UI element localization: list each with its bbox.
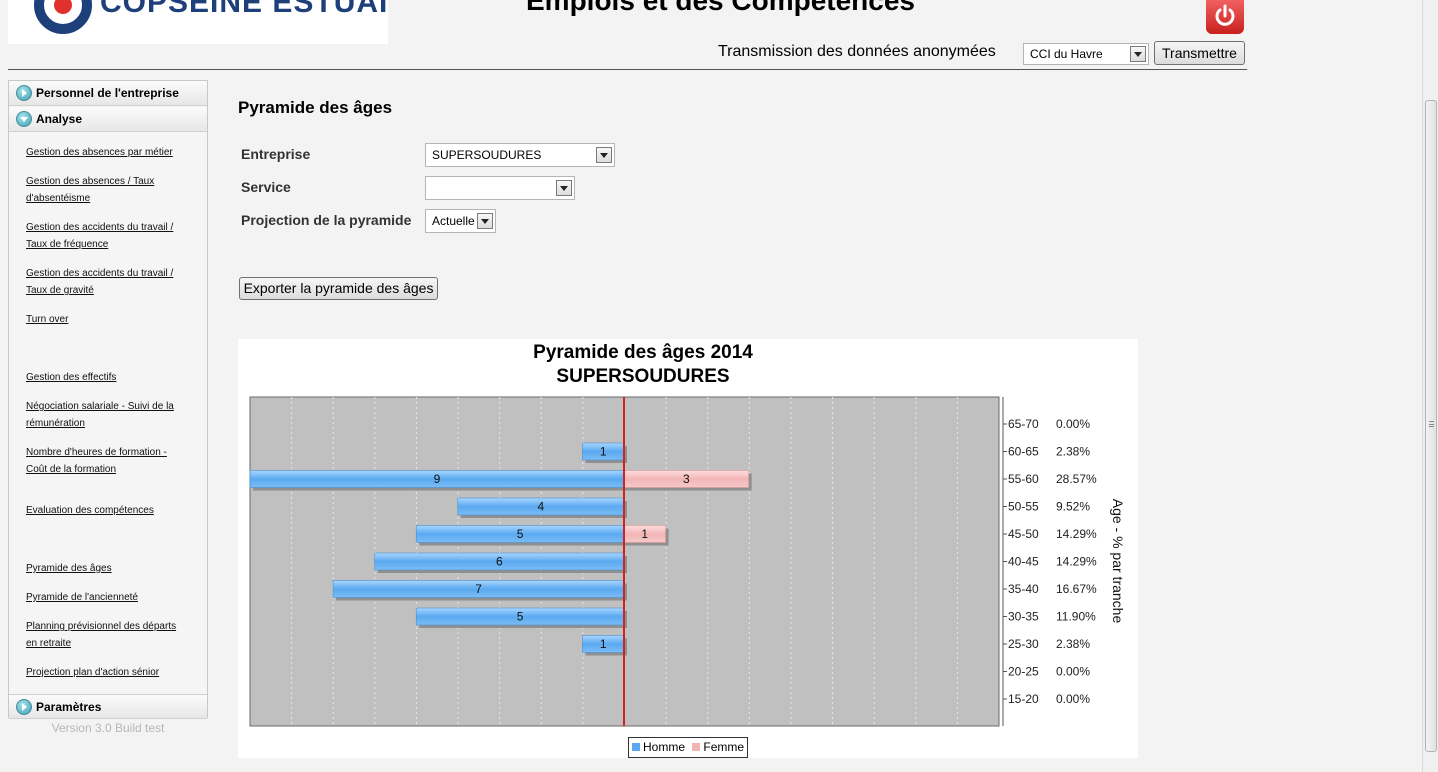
chevron-down-icon xyxy=(556,180,572,196)
sidebar-link-plan-senior[interactable]: Projection plan d'action sénior xyxy=(26,667,160,678)
transmit-label: Transmission des données anonymées xyxy=(718,43,996,60)
version-text: Version 3.0 Build test xyxy=(51,721,165,735)
legend-label-homme: Homme xyxy=(643,740,686,754)
sidebar-link-pyramide-anciennete[interactable]: Pyramide de l'ancienneté xyxy=(26,592,138,603)
cci-select-value: CCI du Havre xyxy=(1030,47,1103,61)
sidebar-link-absences-metier[interactable]: Gestion des absences par métier xyxy=(26,147,173,158)
service-label: Service xyxy=(241,179,291,195)
app-title: Emplois et des Compétences xyxy=(526,0,916,16)
sidebar-section-label: Personnel de l'entreprise xyxy=(36,86,179,100)
sidebar-link-evaluation[interactable]: Evaluation des compétences xyxy=(26,505,154,516)
sidebar-section-analyse[interactable]: Analyse xyxy=(9,107,207,132)
sidebar-section-label: Analyse xyxy=(36,112,83,126)
sidebar-link-pyramide-ages[interactable]: Pyramide des âges xyxy=(26,563,112,574)
sidebar-link-negociation[interactable]: Négociation salariale - Suivi de la rému… xyxy=(26,401,174,429)
chart-subtitle: SUPERSOUDURES xyxy=(556,366,730,387)
scrollbar-thumb[interactable] xyxy=(1425,100,1437,752)
chart-title: Pyramide des âges 2014 xyxy=(533,342,753,363)
logo: COPSEINE ESTUAIRE xyxy=(8,0,388,44)
chart-legend: Homme Femme xyxy=(628,737,749,758)
chevron-down-icon xyxy=(477,213,493,229)
sidebar-section-parametres[interactable]: Paramètres xyxy=(9,694,207,719)
export-pyramid-button[interactable]: Exporter la pyramide des âges xyxy=(239,277,438,300)
service-select[interactable] xyxy=(425,176,575,200)
sidebar-link-planning-retraite[interactable]: Planning prévisionnel des départs en ret… xyxy=(26,621,177,649)
page-title: Pyramide des âges xyxy=(238,98,393,117)
logout-button[interactable] xyxy=(1206,0,1244,34)
sidebar-section-label: Paramètres xyxy=(36,700,102,714)
sidebar-link-accidents-gravite[interactable]: Gestion des accidents du travail / Taux … xyxy=(26,268,174,296)
sidebar-link-turn-over[interactable]: Turn over xyxy=(26,314,69,325)
chart-panel xyxy=(238,339,1138,758)
logo-mark-icon xyxy=(34,0,92,34)
logo-text: COPSEINE ESTUAIRE xyxy=(100,0,388,19)
projection-select[interactable]: Actuelle xyxy=(425,209,496,233)
vertical-scrollbar[interactable] xyxy=(1422,0,1438,772)
power-icon xyxy=(1215,4,1235,26)
collapse-icon xyxy=(16,111,32,127)
sidebar-section-personnel[interactable]: Personnel de l'entreprise xyxy=(9,81,207,106)
sidebar-link-accidents-frequence[interactable]: Gestion des accidents du travail / Taux … xyxy=(26,222,174,250)
expand-icon xyxy=(16,85,32,101)
legend-label-femme: Femme xyxy=(703,740,745,754)
sidebar-link-formation[interactable]: Nombre d'heures de formation - Coût de l… xyxy=(26,447,167,475)
sidebar: Personnel de l'entreprise Analyse Gestio… xyxy=(8,80,208,719)
header-divider xyxy=(8,69,1247,70)
grip-icon xyxy=(1429,421,1434,427)
chevron-down-icon xyxy=(1130,46,1146,62)
legend-swatch-femme xyxy=(692,743,701,751)
projection-label: Projection de la pyramide xyxy=(241,212,412,228)
projection-select-value: Actuelle xyxy=(432,214,475,228)
entreprise-label: Entreprise xyxy=(241,146,311,162)
expand-icon xyxy=(16,699,32,715)
sidebar-link-effectifs[interactable]: Gestion des effectifs xyxy=(26,372,117,383)
cci-select[interactable]: CCI du Havre xyxy=(1023,43,1149,65)
sidebar-link-absences-taux[interactable]: Gestion des absences / Taux d'absentéism… xyxy=(26,176,155,204)
transmit-button[interactable]: Transmettre xyxy=(1154,41,1245,65)
legend-swatch-homme xyxy=(632,743,640,751)
entreprise-select-value: SUPERSOUDURES xyxy=(432,148,542,162)
chevron-down-icon xyxy=(596,147,612,163)
entreprise-select[interactable]: SUPERSOUDURES xyxy=(425,143,615,167)
